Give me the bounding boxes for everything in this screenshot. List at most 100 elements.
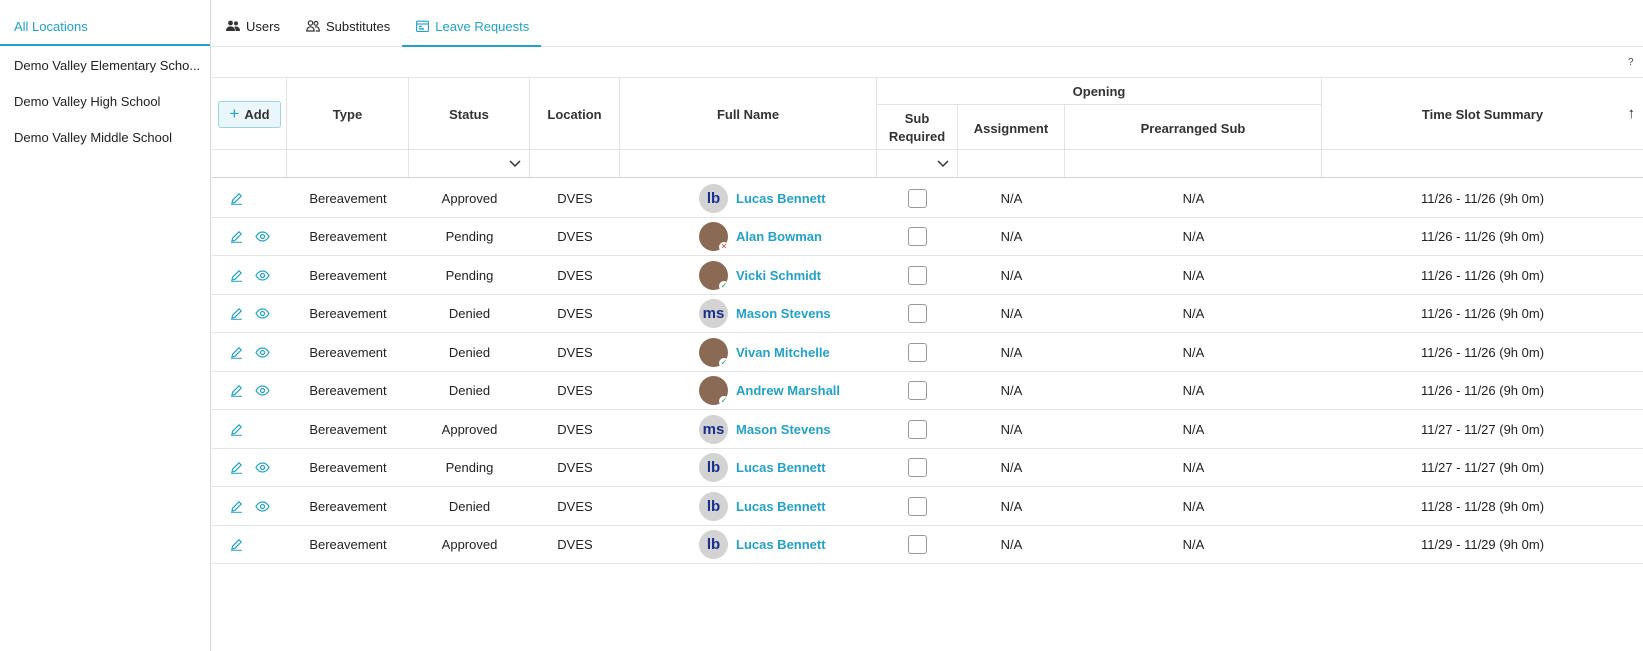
view-eye-icon[interactable] xyxy=(255,308,270,319)
row-actions xyxy=(212,295,287,333)
edit-pencil-icon[interactable] xyxy=(230,538,243,551)
header-location[interactable]: Location xyxy=(530,78,620,151)
header-full-name[interactable]: Full Name xyxy=(620,78,877,151)
table-row[interactable]: Bereavement Denied DVES ms Mason Stevens… xyxy=(212,295,1643,333)
filter-type[interactable] xyxy=(287,150,409,177)
cell-time-slot-summary: 11/26 - 11/26 (9h 0m) xyxy=(1420,229,1545,244)
add-button[interactable]: + Add xyxy=(218,101,281,128)
cell-type: Bereavement xyxy=(309,421,387,437)
table-row[interactable]: Bereavement Approved DVES lb Lucas Benne… xyxy=(212,179,1643,218)
user-name-link[interactable]: Mason Stevens xyxy=(736,421,831,437)
view-eye-icon[interactable] xyxy=(255,385,270,396)
tab-leave-requests[interactable]: Leave Requests xyxy=(402,0,542,47)
edit-pencil-icon[interactable] xyxy=(230,500,243,513)
sub-required-checkbox[interactable] xyxy=(908,227,927,246)
sub-required-checkbox[interactable] xyxy=(908,265,927,285)
user-name-link[interactable]: Lucas Bennett xyxy=(736,498,826,514)
cell-type: Bereavement xyxy=(309,383,387,398)
user-name-link[interactable]: Vivan Mitchelle xyxy=(736,344,830,360)
chevron-down-icon[interactable] xyxy=(935,155,951,171)
cell-type: Bereavement xyxy=(309,190,387,206)
cell-sub-required xyxy=(877,218,958,256)
cell-assignment: N/A xyxy=(1000,537,1023,552)
view-eye-icon[interactable] xyxy=(255,231,270,242)
sidebar-item-all-locations[interactable]: All Locations xyxy=(0,0,210,46)
table-row[interactable]: Bereavement Denied DVES ✓ Vivan Mitchell… xyxy=(212,333,1643,372)
filter-sub-required[interactable] xyxy=(877,150,958,177)
chevron-down-icon[interactable] xyxy=(507,155,523,171)
row-actions xyxy=(212,449,287,487)
cell-prearranged-sub: N/A xyxy=(1182,306,1205,321)
view-eye-icon[interactable] xyxy=(255,500,270,512)
sub-required-checkbox[interactable] xyxy=(908,419,927,439)
sub-required-checkbox[interactable] xyxy=(908,496,927,516)
header-type[interactable]: Type xyxy=(287,78,409,151)
filter-time-slot[interactable] xyxy=(1322,150,1643,177)
cell-location: DVES xyxy=(557,460,593,475)
view-eye-icon[interactable] xyxy=(255,462,270,473)
cell-assignment: N/A xyxy=(1000,344,1023,360)
view-eye-icon[interactable] xyxy=(255,269,270,281)
sub-required-checkbox[interactable] xyxy=(908,458,927,477)
sidebar-item-high-school[interactable]: Demo Valley High School xyxy=(14,94,161,109)
sidebar-item-elementary[interactable]: Demo Valley Elementary Scho... xyxy=(14,58,201,73)
user-name-link[interactable]: Andrew Marshall xyxy=(736,383,841,398)
filter-assignment[interactable] xyxy=(958,150,1065,177)
edit-pencil-icon[interactable] xyxy=(230,346,243,359)
avatar: lb xyxy=(699,183,728,213)
cell-assignment: N/A xyxy=(1000,421,1023,437)
table-row[interactable]: Bereavement Approved DVES lb Lucas Benne… xyxy=(212,526,1643,564)
sub-required-checkbox[interactable] xyxy=(908,381,927,400)
header-sub-required[interactable]: Sub Required xyxy=(877,105,958,151)
view-eye-icon[interactable] xyxy=(255,346,270,358)
table-row[interactable]: Bereavement Pending DVES lb Lucas Bennet… xyxy=(212,449,1643,487)
edit-pencil-icon[interactable] xyxy=(230,192,243,205)
header-prearranged-sub[interactable]: Prearranged Sub xyxy=(1065,105,1322,151)
user-name-link[interactable]: Lucas Bennett xyxy=(736,537,826,552)
sub-required-checkbox[interactable] xyxy=(908,342,927,362)
avatar-initials: ms xyxy=(702,420,725,438)
filter-prearranged-sub[interactable] xyxy=(1065,150,1322,177)
help-link[interactable]: ? xyxy=(1628,57,1634,68)
table-row[interactable]: Bereavement Denied DVES lb Lucas Bennett… xyxy=(212,487,1643,526)
cell-status: Approved xyxy=(441,190,498,206)
avatar-initials: lb xyxy=(706,536,721,553)
edit-pencil-icon[interactable] xyxy=(230,230,243,243)
tab-bar: Users Substitutes Leave Requests xyxy=(212,0,1643,47)
user-name-link[interactable]: Lucas Bennett xyxy=(736,460,826,475)
edit-pencil-icon[interactable] xyxy=(230,269,243,282)
user-name-link[interactable]: Vicki Schmidt xyxy=(736,267,822,283)
sub-required-checkbox[interactable] xyxy=(908,304,927,323)
table-row[interactable]: Bereavement Approved DVES ms Mason Steve… xyxy=(212,410,1643,449)
cell-status: Denied xyxy=(448,306,491,321)
user-name-link[interactable]: Mason Stevens xyxy=(736,306,831,321)
user-name-link[interactable]: Lucas Bennett xyxy=(736,190,826,206)
edit-pencil-icon[interactable] xyxy=(230,423,243,436)
cell-status: Approved xyxy=(441,421,498,437)
sub-required-checkbox[interactable] xyxy=(908,188,927,208)
table-row[interactable]: Bereavement Pending DVES ✓ Vicki Schmidt… xyxy=(212,256,1643,295)
filter-status[interactable] xyxy=(409,150,530,177)
edit-pencil-icon[interactable] xyxy=(230,307,243,320)
sidebar-item-middle-school[interactable]: Demo Valley Middle School xyxy=(14,130,172,145)
tab-users[interactable]: Users xyxy=(212,0,292,47)
header-status[interactable]: Status xyxy=(409,78,530,151)
tab-substitutes[interactable]: Substitutes xyxy=(292,0,402,47)
sort-ascending-icon: ↑ xyxy=(1627,105,1636,122)
sub-required-checkbox[interactable] xyxy=(908,535,927,554)
edit-pencil-icon[interactable] xyxy=(230,461,243,474)
avatar-initials: ms xyxy=(702,305,725,322)
filter-full-name[interactable] xyxy=(620,150,877,177)
cell-sub-required xyxy=(877,526,958,564)
table-row[interactable]: Bereavement Denied DVES ✓ Andrew Marshal… xyxy=(212,372,1643,410)
grid-header: + Add Type Status Location Full Name Ope… xyxy=(212,77,1643,151)
avatar-initials: lb xyxy=(706,459,721,476)
header-time-slot-summary[interactable]: Time Slot Summary ↑ xyxy=(1322,78,1643,151)
table-row[interactable]: Bereavement Pending DVES ✕ Alan Bowman N… xyxy=(212,218,1643,256)
cell-location: DVES xyxy=(557,306,593,321)
filter-location[interactable] xyxy=(530,150,620,177)
avatar: ms xyxy=(699,299,728,328)
user-name-link[interactable]: Alan Bowman xyxy=(736,229,822,244)
edit-pencil-icon[interactable] xyxy=(230,384,243,397)
header-assignment[interactable]: Assignment xyxy=(958,105,1065,151)
